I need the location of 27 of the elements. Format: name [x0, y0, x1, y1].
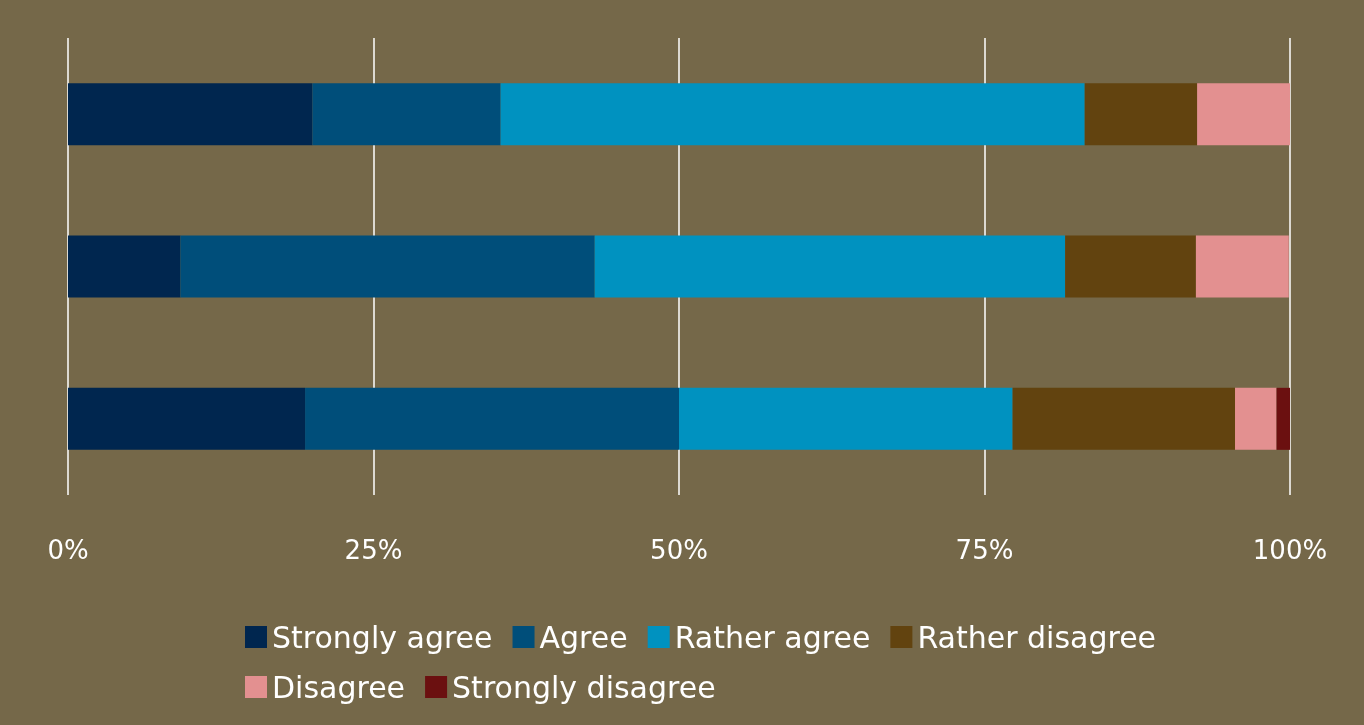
- legend-label: Rather disagree: [917, 619, 1157, 655]
- x-tick-label: 50%: [650, 535, 708, 565]
- bar: [594, 235, 1066, 298]
- bar: [500, 83, 1085, 146]
- x-tick-label: 100%: [1252, 535, 1328, 565]
- bar: [180, 235, 595, 298]
- bar: [305, 387, 679, 450]
- x-tick-label: 75%: [955, 535, 1014, 565]
- bar: [1195, 235, 1289, 298]
- x-tick-label: 25%: [344, 535, 403, 565]
- bar: [1276, 387, 1290, 450]
- legend-label: Agree: [539, 619, 628, 655]
- bar: [1065, 235, 1196, 298]
- legend-label: Strongly agree: [272, 619, 493, 655]
- x-tick-label: 0%: [47, 535, 89, 565]
- bar: [1197, 83, 1290, 146]
- legend-label: Rather agree: [674, 619, 871, 655]
- bar: [1012, 387, 1236, 450]
- bar: [1235, 387, 1277, 450]
- bar: [68, 83, 313, 146]
- bar: [679, 387, 1013, 450]
- legend-label: Strongly disagree: [452, 669, 716, 705]
- bar: [1084, 83, 1198, 146]
- bar: [68, 235, 181, 298]
- legend-label: Disagree: [272, 669, 406, 705]
- bar: [68, 387, 306, 450]
- bar: [312, 83, 501, 146]
